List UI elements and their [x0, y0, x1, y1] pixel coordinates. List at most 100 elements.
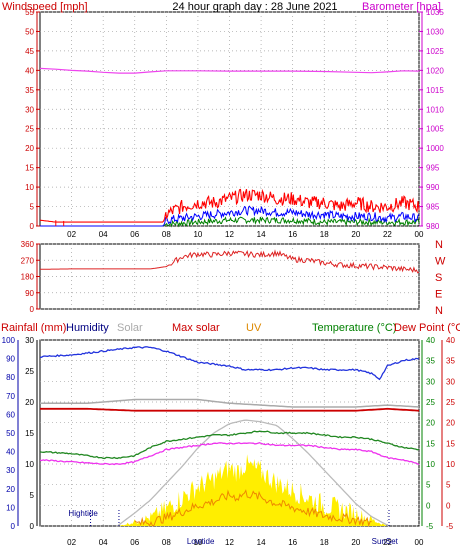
- windspeed-tick-label: 5: [30, 203, 35, 212]
- direction-tick-label: 180: [21, 273, 35, 282]
- time-tick-label: 14: [257, 538, 266, 547]
- time-tick-label: 04: [99, 230, 108, 239]
- dew-point-tick-label: 35: [446, 357, 455, 366]
- time-tick-label: 06: [130, 538, 139, 547]
- temperature-tick-label: 10: [426, 460, 435, 469]
- time-tick-label: 18: [320, 230, 329, 239]
- direction-tick-label: 90: [25, 289, 34, 298]
- barometer-axis-ticks: 980 985 990 995 1000 1005 1010 1015 1020 1025 1030…: [419, 8, 444, 231]
- wind-speed-axis-ticks: 0 5 10 15 20 25 30 35 40 45 50 55: [25, 8, 40, 231]
- rainfall-tick-label: 0: [30, 522, 35, 531]
- wind-gust-line: [39, 188, 420, 223]
- windspeed-tick-label: 40: [25, 66, 34, 75]
- time-tick-label: 12: [225, 230, 234, 239]
- barometer-tick-label: 985: [426, 203, 440, 212]
- dew-point-tick-label: -5: [446, 522, 454, 531]
- temperature-tick-label: 20: [426, 419, 435, 428]
- humidity-tick-label: 50: [6, 429, 15, 438]
- windspeed-tick-label: 50: [25, 27, 34, 36]
- barometer-line: [39, 67, 420, 74]
- dew-point-tick-label: 30: [446, 377, 455, 386]
- humidity-tick-label: 60: [6, 410, 15, 419]
- temperature-tick-label: -5: [426, 522, 434, 531]
- legend-dew-point: Dew Point (°C): [394, 322, 460, 334]
- humidity-line: [39, 346, 420, 381]
- time-tick-label: 08: [162, 230, 171, 239]
- time-tick-label: 02: [67, 538, 76, 547]
- time-tick-label: 04: [99, 538, 108, 547]
- legend-max-solar: Max solar: [172, 322, 220, 334]
- uv-fill-area: [119, 454, 388, 526]
- max-solar-line: [40, 407, 420, 412]
- time-axis-ticks-panel1: 02 04 06 08 10 12 14 16 18 20 22 00: [67, 230, 424, 239]
- sunset-label: SunSet: [372, 537, 399, 546]
- time-tick-label: 02: [67, 230, 76, 239]
- temperature-tick-label: 30: [426, 377, 435, 386]
- barometer-tick-label: 1035: [426, 8, 444, 17]
- legend-temperature: Temperature (°C): [312, 322, 396, 334]
- compass-label: N: [435, 239, 443, 251]
- dew-point-tick-label: 20: [446, 419, 455, 428]
- dew-point-tick-label: 10: [446, 460, 455, 469]
- humidity-tick-label: 70: [6, 392, 15, 401]
- legend-uv: UV: [246, 322, 262, 334]
- humidity-tick-label: 20: [6, 485, 15, 494]
- uv-area: [119, 454, 388, 528]
- dew-point-tick-label: 0: [446, 501, 451, 510]
- humidity-tick-label: 90: [6, 355, 15, 364]
- time-tick-label: 12: [225, 538, 234, 547]
- climate-series: [39, 346, 420, 527]
- plot-area-wind: [39, 11, 420, 227]
- dew-point-tick-label: 5: [446, 481, 451, 490]
- uv-index-line: [134, 489, 372, 528]
- direction-series: [40, 249, 420, 274]
- humidity-tick-label: 40: [6, 448, 15, 457]
- lowtide-label: Lowtide: [187, 537, 215, 546]
- humidity-tick-label: 0: [11, 522, 16, 531]
- barometer-tick-label: 1000: [426, 144, 444, 153]
- rainfall-tick-label: 25: [25, 367, 34, 376]
- compass-label: E: [435, 289, 442, 301]
- dew-point-tick-label: 40: [446, 336, 455, 345]
- temperature-tick-label: 25: [426, 398, 435, 407]
- humidity-tick-label: 10: [6, 503, 15, 512]
- windspeed-tick-label: 55: [25, 8, 34, 17]
- barometer-axis-label: Barometer [hpa]: [362, 1, 441, 13]
- barometer-tick-label: 1010: [426, 105, 444, 114]
- windspeed-tick-label: 10: [25, 183, 34, 192]
- tide-sun-annotations: Hightide Lowtide SunSet: [68, 509, 398, 546]
- direction-tick-label: 0: [30, 305, 35, 314]
- rainfall-tick-label: 30: [25, 336, 34, 345]
- windspeed-tick-label: 30: [25, 105, 34, 114]
- legend-solar: Solar: [117, 322, 143, 334]
- temperature-tick-label: 35: [426, 357, 435, 366]
- wind-average-line: [40, 205, 420, 227]
- time-tick-label: 16: [288, 230, 297, 239]
- time-tick-label: 22: [383, 230, 392, 239]
- rainfall-tick-label: 10: [25, 460, 34, 469]
- temperature-line: [39, 430, 420, 460]
- time-tick-label: 18: [320, 538, 329, 547]
- barometer-tick-label: 980: [426, 222, 440, 231]
- barometer-tick-label: 990: [426, 183, 440, 192]
- rainfall-tick-label: 5: [30, 491, 35, 500]
- rainfall-tick-label: 15: [25, 429, 34, 438]
- dew-point-tick-label: 15: [446, 439, 455, 448]
- direction-tick-label: 360: [21, 240, 35, 249]
- rainfall-tick-label: 20: [25, 398, 34, 407]
- barometer-tick-label: 995: [426, 164, 440, 173]
- time-tick-label: 10: [193, 538, 202, 547]
- dew-point-line: [39, 442, 420, 466]
- windspeed-tick-label: 45: [25, 47, 34, 56]
- direction-axis-ticks: 0 90 180 270 360: [21, 240, 40, 314]
- dew-point-tick-label: 25: [446, 398, 455, 407]
- humidity-tick-label: 100: [2, 336, 16, 345]
- time-axis-ticks-panel3: 02 04 06 08 10 12 14 16 18 20 22 00: [67, 538, 424, 547]
- time-tick-label: 22: [383, 538, 392, 547]
- time-tick-label: 08: [162, 538, 171, 547]
